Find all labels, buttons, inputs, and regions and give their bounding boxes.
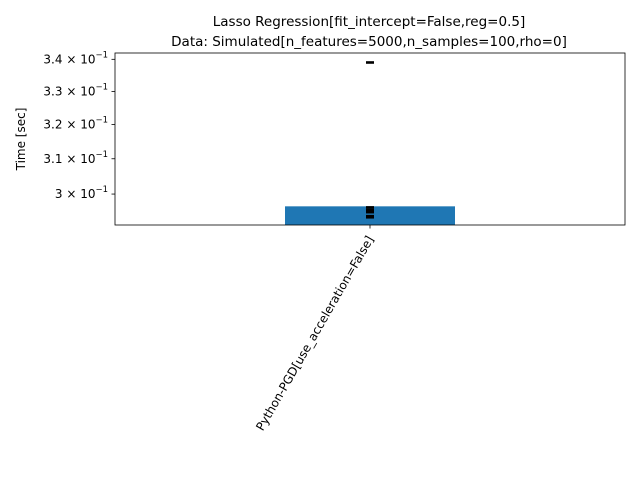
y-tick-label: 3.3 × 10−1 <box>43 82 108 98</box>
y-axis: 3 × 10−13.1 × 10−13.2 × 10−13.3 × 10−13.… <box>43 50 115 201</box>
run-point-marker <box>366 206 374 209</box>
y-tick-exponent: −1 <box>95 185 108 195</box>
y-tick-label: 3.4 × 10−1 <box>43 50 108 66</box>
chart-title-line-2: Data: Simulated[n_features=5000,n_sample… <box>171 34 567 50</box>
run-point-marker <box>366 210 374 214</box>
y-tick-exponent: −1 <box>95 150 108 160</box>
y-tick-mantissa: 3.2 × 10 <box>43 118 95 132</box>
y-tick-mantissa: 3.4 × 10 <box>43 52 95 66</box>
y-tick-label: 3.2 × 10−1 <box>43 116 108 132</box>
x-tick-label: Python-PGD[use_acceleration=False] <box>253 234 376 434</box>
axes-frame <box>114 52 626 226</box>
chart-title-line-1: Lasso Regression[fit_intercept=False,reg… <box>213 14 525 30</box>
y-tick-mantissa: 3.1 × 10 <box>43 152 95 166</box>
y-tick-exponent: −1 <box>95 82 108 92</box>
run-point-marker <box>366 208 374 212</box>
run-point-marker <box>366 61 374 64</box>
x-axis: Python-PGD[use_acceleration=False] <box>253 225 377 434</box>
y-tick-exponent: −1 <box>95 50 108 60</box>
y-tick-label: 3.1 × 10−1 <box>43 150 108 166</box>
chart-title: Lasso Regression[fit_intercept=False,reg… <box>171 14 567 50</box>
y-tick-exponent: −1 <box>95 116 108 126</box>
plot-area <box>285 61 455 225</box>
y-tick-mantissa: 3 × 10 <box>55 187 96 201</box>
run-point-marker <box>366 215 374 219</box>
y-tick-mantissa: 3.3 × 10 <box>43 84 95 98</box>
y-tick-label: 3 × 10−1 <box>55 185 108 201</box>
y-axis-label: Time [sec] <box>14 108 28 172</box>
